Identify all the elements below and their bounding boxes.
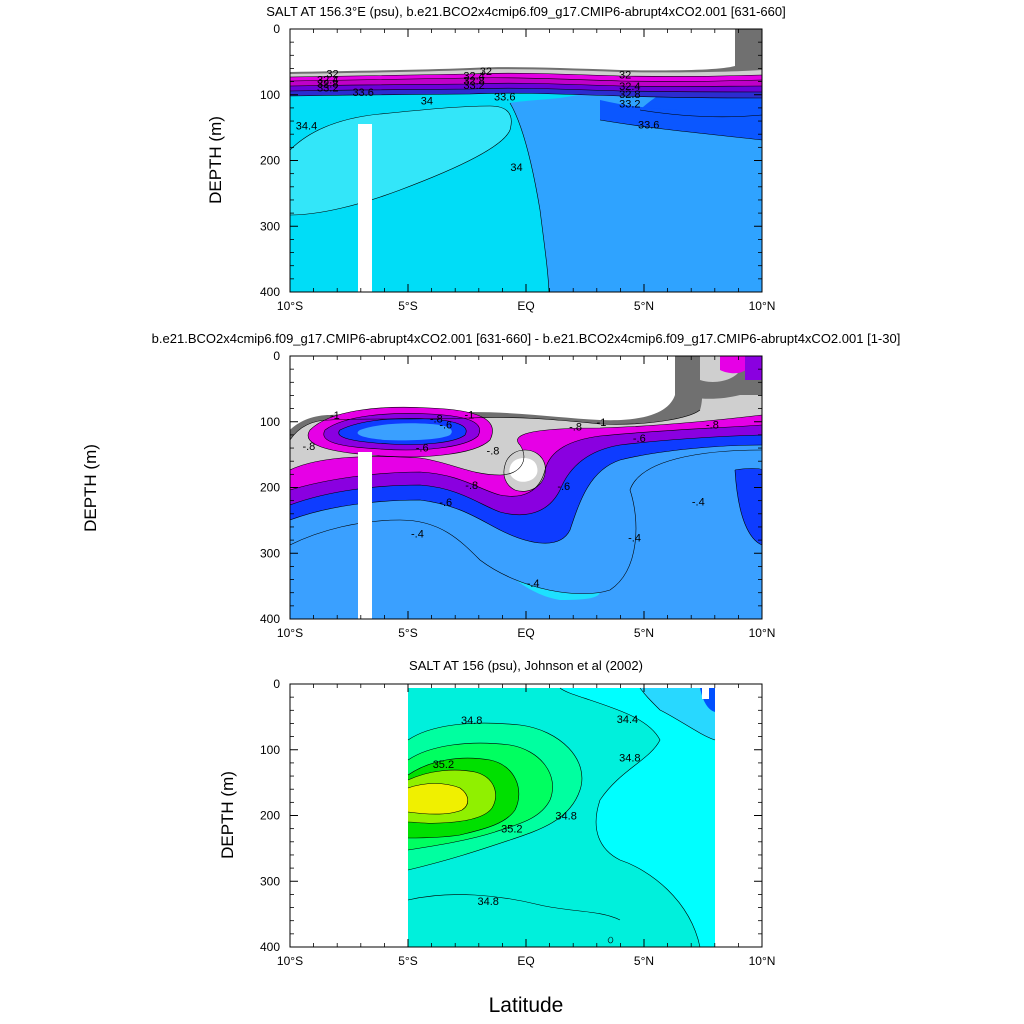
panel-1-axes: 10°S 5°S EQ 5°N 10°N 0 100 200 300 400 <box>260 22 775 313</box>
x-tick-label: EQ <box>517 299 534 313</box>
y-tick-label: 200 <box>260 154 280 168</box>
contour-label: 33.2 <box>619 98 640 110</box>
contour-label: 32.4 <box>463 71 484 83</box>
contour-label: 34 <box>421 96 433 108</box>
contour-label: -.4 <box>527 578 540 590</box>
contour-label: -.6 <box>416 442 429 454</box>
panel-1-contours <box>290 29 762 292</box>
contour-label: 34.4 <box>296 121 317 133</box>
panel-3-contour-labels: 34.8 34.4 35.2 34.8 35.2 34.8 34.8 <box>433 714 641 908</box>
x-tick-label: 5°N <box>634 954 654 968</box>
contour-label: -1 <box>597 417 607 429</box>
contour-label: -.4 <box>628 532 641 544</box>
contour-label: 32.4 <box>619 81 640 93</box>
y-tick-label: 200 <box>260 809 280 823</box>
panel-2-ylabel: DEPTH (m) <box>81 444 100 532</box>
panel-2-axes: 10°S 5°S EQ 5°N 10°N 0 100 200 300 400 <box>260 349 775 640</box>
x-axis-label: Latitude <box>489 994 564 1017</box>
contour-label: 32.4 <box>317 75 338 87</box>
contour-label: 34 <box>510 162 522 174</box>
contour-label: 33.2 <box>463 80 484 92</box>
y-tick-label: 0 <box>273 349 280 363</box>
y-tick-label: 100 <box>260 88 280 102</box>
contour-label: 32 <box>480 66 492 78</box>
panel-1-title: SALT AT 156.3°E (psu), b.e21.BCO2x4cmip6… <box>266 4 785 19</box>
x-tick-label: 5°S <box>398 299 417 313</box>
contour-label: -.8 <box>569 421 582 433</box>
panel-3-axes: 10°S 5°S EQ 5°N 10°N 0 100 200 300 400 <box>260 677 775 968</box>
contour-label: -.6 <box>439 419 452 431</box>
y-tick-label: 0 <box>273 677 280 691</box>
x-tick-label: 10°N <box>749 626 776 640</box>
contour-label: 35.2 <box>433 759 454 771</box>
y-tick-label: 400 <box>260 940 280 954</box>
contour-label: 34.8 <box>619 753 640 765</box>
x-tick-label: EQ <box>517 626 534 640</box>
y-tick-label: 0 <box>273 22 280 36</box>
panel-3-title: SALT AT 156 (psu), Johnson et al (2002) <box>409 658 643 673</box>
contour-label: 32.8 <box>619 89 640 101</box>
panel-2: b.e21.BCO2x4cmip6.f09_g17.CMIP6-abrupt4x… <box>81 331 900 640</box>
contour-label: -1 <box>464 410 474 422</box>
contour-label: -.8 <box>487 446 500 458</box>
panel-2-contours <box>290 356 762 619</box>
contour-label: -.8 <box>465 480 478 492</box>
x-tick-label: 10°S <box>277 954 303 968</box>
contour-label: 35.2 <box>501 824 522 836</box>
y-tick-label: 300 <box>260 546 280 560</box>
y-tick-label: 100 <box>260 743 280 757</box>
x-tick-label: EQ <box>517 954 534 968</box>
contour-label: 32 <box>326 69 338 81</box>
contour-label: -1 <box>330 410 340 422</box>
x-tick-label: 10°S <box>277 299 303 313</box>
panel-3-ylabel: DEPTH (m) <box>218 771 237 859</box>
contour-label: 32.8 <box>463 75 484 87</box>
contour-label: -.4 <box>692 496 705 508</box>
contour-label: -.6 <box>557 481 570 493</box>
contour-label: 33.6 <box>494 92 515 104</box>
x-tick-label: 10°N <box>749 299 776 313</box>
contour-label: 34.4 <box>617 714 638 726</box>
contour-label: -.6 <box>633 433 646 445</box>
x-tick-label: 5°N <box>634 626 654 640</box>
contour-label: 33.2 <box>317 83 338 95</box>
x-tick-label: 5°S <box>398 954 417 968</box>
y-tick-label: 400 <box>260 285 280 299</box>
contour-label: 33.6 <box>638 119 659 131</box>
panel-1-ylabel: DEPTH (m) <box>206 116 225 204</box>
contour-label: 32 <box>619 69 631 81</box>
contour-label: -.8 <box>302 441 315 453</box>
y-tick-label: 300 <box>260 219 280 233</box>
panel-2-contour-labels: -1-.8-.8-.6-1-.6 -.8-.8-.6-.6-.8 -1-.6-.8-… <box>302 410 718 590</box>
contour-label: -.8 <box>430 413 443 425</box>
panel-1: SALT AT 156.3°E (psu), b.e21.BCO2x4cmip6… <box>206 4 786 313</box>
x-tick-label: 5°N <box>634 299 654 313</box>
y-tick-label: 200 <box>260 481 280 495</box>
x-tick-label: 10°N <box>749 954 776 968</box>
panel-3: SALT AT 156 (psu), Johnson et al (2002) <box>218 658 775 1017</box>
contour-label: 34.8 <box>461 715 482 727</box>
y-tick-label: 400 <box>260 612 280 626</box>
x-tick-label: 10°S <box>277 626 303 640</box>
contour-label: 33.6 <box>352 87 373 99</box>
contour-label: 34.8 <box>478 896 499 908</box>
x-tick-label: 5°S <box>398 626 417 640</box>
contour-label: 34.8 <box>555 811 576 823</box>
panel-3-contours <box>290 684 762 947</box>
panel-2-title: b.e21.BCO2x4cmip6.f09_g17.CMIP6-abrupt4x… <box>152 331 901 346</box>
y-tick-label: 100 <box>260 415 280 429</box>
contour-label: -.6 <box>439 497 452 509</box>
y-tick-label: 300 <box>260 874 280 888</box>
contour-label: -.4 <box>411 529 424 541</box>
contour-label: -.8 <box>706 419 719 431</box>
contour-label: 32.8 <box>317 79 338 91</box>
